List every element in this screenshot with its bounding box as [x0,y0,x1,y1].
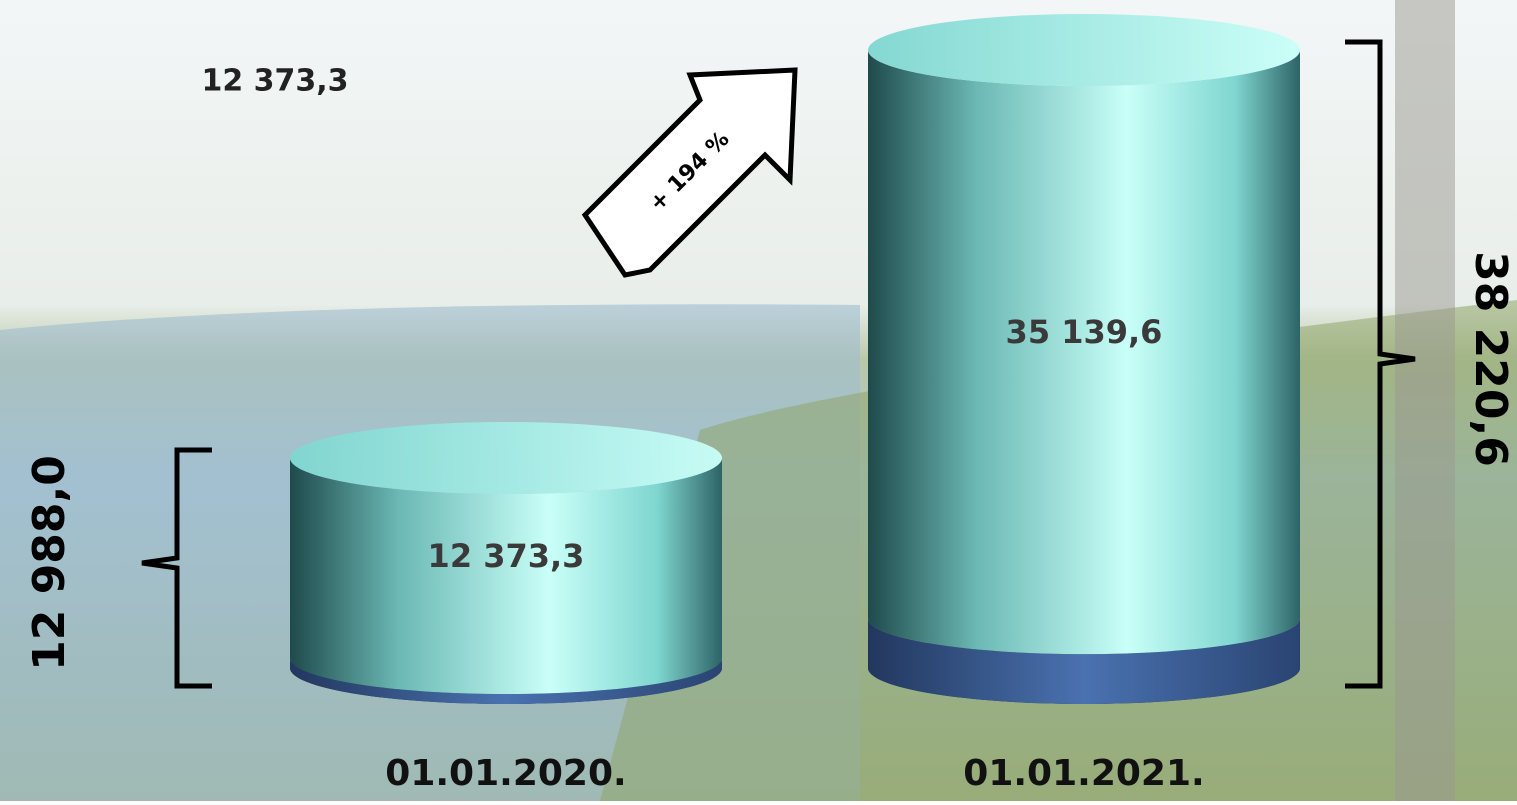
x-tick-label: 01.01.2020. [385,753,626,794]
cylinder-top [868,14,1300,86]
value-label: 12 373,3 [428,537,585,575]
total-label: 12 988,0 [24,455,75,671]
annotation: 12 373,3 [201,64,348,99]
tree [1395,0,1455,801]
total-label: 38 220,6 [1465,251,1516,467]
cylinder-top [290,422,722,494]
value-label: 35 139,6 [1006,313,1163,351]
page: + 194 % 12 373,3 614,712 373,301.01.2020… [0,0,1517,801]
x-tick-label: 01.01.2021. [963,753,1204,794]
cylinder-segment [868,50,1300,654]
chart: + 194 % 12 373,3 614,712 373,301.01.2020… [0,0,1517,801]
